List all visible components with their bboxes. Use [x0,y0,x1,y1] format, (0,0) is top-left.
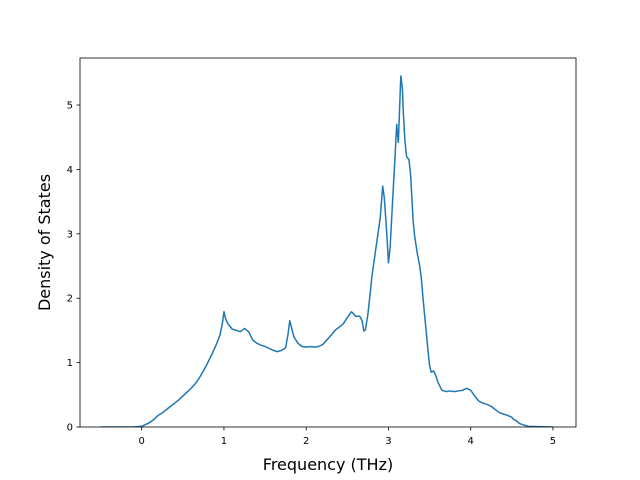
ticks: 0 1 2 3 4 5 0 1 2 3 4 5 [67,101,557,447]
x-tick-label: 0 [139,436,145,447]
x-tick-label: 2 [303,436,309,447]
plot-area [100,75,553,427]
y-tick-label: 0 [67,423,73,434]
y-tick-label: 4 [67,165,73,176]
x-tick-label: 1 [221,436,227,447]
x-tick-label: 4 [468,436,474,447]
axes-frame [79,57,577,428]
y-tick-label: 2 [67,294,73,305]
y-axis-label: Density of States [35,174,54,311]
y-tick-label: 3 [67,229,73,240]
x-tick-label: 3 [385,436,391,447]
dos-series-line [100,75,553,427]
y-tick-label: 1 [67,358,73,369]
x-axis-label: Frequency (THz) [263,455,393,474]
y-tick-label: 5 [67,101,73,112]
x-tick-label: 5 [550,436,556,447]
